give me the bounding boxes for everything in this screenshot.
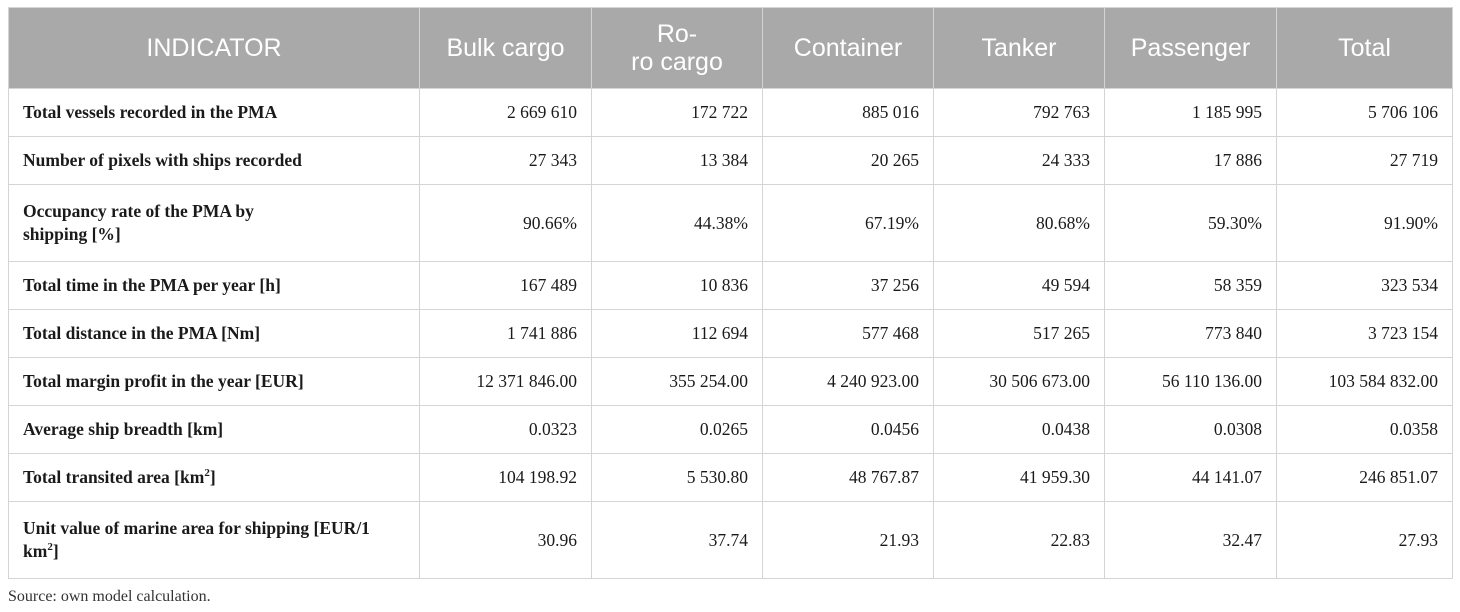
table-row: Total transited area [km2] 104 198.92 5 …: [8, 453, 1453, 502]
row-label: Total distance in the PMA [Nm]: [8, 309, 420, 358]
table-cell: 12 371 846.00: [419, 357, 592, 406]
table-cell: 37 256: [762, 261, 934, 310]
table-cell: 5 530.80: [591, 453, 763, 502]
row-label-text: Total transited area [km: [23, 467, 205, 487]
table-cell: 355 254.00: [591, 357, 763, 406]
header-row: INDICATOR Bulk cargo Ro-ro cargo Contain…: [8, 7, 1453, 89]
table-row: Total margin profit in the year [EUR] 12…: [8, 357, 1453, 406]
header-total: Total: [1276, 7, 1453, 89]
table-cell: 21.93: [762, 501, 934, 579]
header-bulk-cargo: Bulk cargo: [419, 7, 592, 89]
table-cell: 167 489: [419, 261, 592, 310]
table-cell: 0.0456: [762, 405, 934, 454]
table-cell: 13 384: [591, 136, 763, 185]
table-row: Total time in the PMA per year [h] 167 4…: [8, 261, 1453, 310]
table-cell: 48 767.87: [762, 453, 934, 502]
table-cell: 773 840: [1104, 309, 1277, 358]
table-cell: 4 240 923.00: [762, 357, 934, 406]
table-cell: 10 836: [591, 261, 763, 310]
table-cell: 44.38%: [591, 184, 763, 262]
table-cell: 0.0308: [1104, 405, 1277, 454]
row-label: Unit value of marine area for shipping […: [8, 501, 420, 579]
table-cell: 32.47: [1104, 501, 1277, 579]
row-label: Average ship breadth [km]: [8, 405, 420, 454]
table-row: Unit value of marine area for shipping […: [8, 501, 1453, 579]
table-cell: 17 886: [1104, 136, 1277, 185]
table-cell: 37.74: [591, 501, 763, 579]
indicator-table: INDICATOR Bulk cargo Ro-ro cargo Contain…: [8, 7, 1453, 579]
table-cell: 0.0323: [419, 405, 592, 454]
table-cell: 30 506 673.00: [933, 357, 1105, 406]
table-cell: 103 584 832.00: [1276, 357, 1453, 406]
table-cell: 20 265: [762, 136, 934, 185]
table-cell: 22.83: [933, 501, 1105, 579]
row-label-text: Unit value of marine area for shipping […: [23, 518, 370, 561]
superscript: 2: [204, 467, 210, 480]
table-row: Total distance in the PMA [Nm] 1 741 886…: [8, 309, 1453, 358]
table-row: Occupancy rate of the PMA by shipping [%…: [8, 184, 1453, 262]
table-cell: 112 694: [591, 309, 763, 358]
table-cell: 59.30%: [1104, 184, 1277, 262]
table-row: Average ship breadth [km] 0.0323 0.0265 …: [8, 405, 1453, 454]
table-row: Number of pixels with ships recorded 27 …: [8, 136, 1453, 185]
source-note: Source: own model calculation.: [8, 588, 211, 605]
table-cell: 49 594: [933, 261, 1105, 310]
table-cell: 90.66%: [419, 184, 592, 262]
row-label: Number of pixels with ships recorded: [8, 136, 420, 185]
table-cell: 792 763: [933, 88, 1105, 137]
row-label: Total vessels recorded in the PMA: [8, 88, 420, 137]
header-container: Container: [762, 7, 934, 89]
table-cell: 1 185 995: [1104, 88, 1277, 137]
header-passenger: Passenger: [1104, 7, 1277, 89]
row-label-suffix: ]: [209, 467, 216, 487]
table-cell: 30.96: [419, 501, 592, 579]
indicator-table-container: INDICATOR Bulk cargo Ro-ro cargo Contain…: [8, 7, 1453, 579]
table-cell: 80.68%: [933, 184, 1105, 262]
table-cell: 172 722: [591, 88, 763, 137]
row-label-wrap: Unit value of marine area for shipping […: [23, 517, 383, 563]
table-cell: 3 723 154: [1276, 309, 1453, 358]
table-cell: 56 110 136.00: [1104, 357, 1277, 406]
table-cell: 27 719: [1276, 136, 1453, 185]
header-ro-ro-cargo: Ro-ro cargo: [591, 7, 763, 89]
table-cell: 885 016: [762, 88, 934, 137]
table-row: Total vessels recorded in the PMA 2 669 …: [8, 88, 1453, 137]
table-cell: 58 359: [1104, 261, 1277, 310]
header-ro-ro-text: Ro-ro cargo: [631, 20, 723, 76]
table-cell: 27 343: [419, 136, 592, 185]
table-cell: 577 468: [762, 309, 934, 358]
table-cell: 44 141.07: [1104, 453, 1277, 502]
row-label-text: Occupancy rate of the PMA by shipping [%…: [23, 201, 254, 244]
row-label: Total time in the PMA per year [h]: [8, 261, 420, 310]
table-cell: 27.93: [1276, 501, 1453, 579]
row-label: Total margin profit in the year [EUR]: [8, 357, 420, 406]
table-cell: 41 959.30: [933, 453, 1105, 502]
superscript: 2: [47, 541, 53, 554]
table-cell: 24 333: [933, 136, 1105, 185]
table-cell: 0.0358: [1276, 405, 1453, 454]
table-cell: 1 741 886: [419, 309, 592, 358]
table-cell: 323 534: [1276, 261, 1453, 310]
table-cell: 104 198.92: [419, 453, 592, 502]
table-cell: 517 265: [933, 309, 1105, 358]
row-label: Total transited area [km2]: [8, 453, 420, 502]
header-indicator: INDICATOR: [8, 7, 420, 89]
table-cell: 0.0438: [933, 405, 1105, 454]
table-cell: 67.19%: [762, 184, 934, 262]
row-label-suffix: ]: [52, 541, 59, 561]
table-cell: 0.0265: [591, 405, 763, 454]
table-cell: 5 706 106: [1276, 88, 1453, 137]
header-tanker: Tanker: [933, 7, 1105, 89]
table-cell: 91.90%: [1276, 184, 1453, 262]
table-cell: 2 669 610: [419, 88, 592, 137]
table-cell: 246 851.07: [1276, 453, 1453, 502]
row-label: Occupancy rate of the PMA by shipping [%…: [8, 184, 420, 262]
